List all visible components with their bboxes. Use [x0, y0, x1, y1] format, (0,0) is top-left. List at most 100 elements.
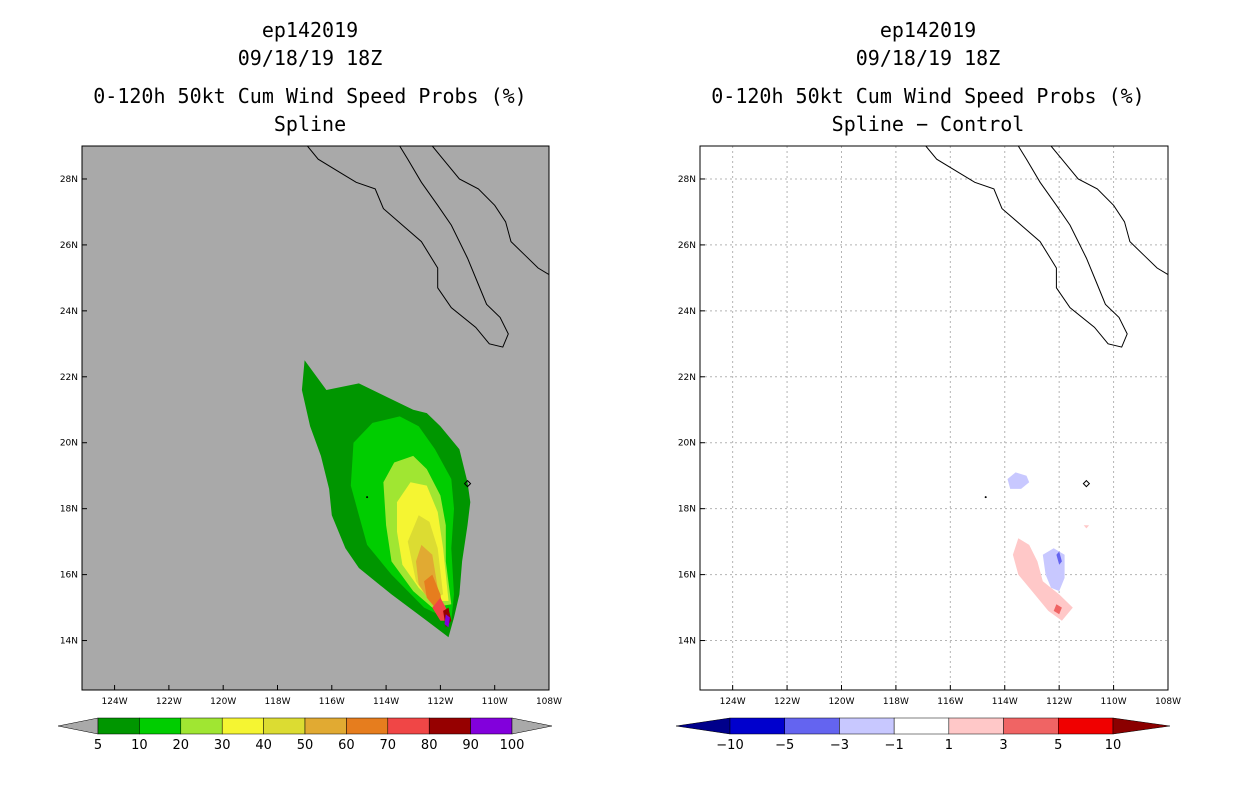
colorbar-label: 70 — [380, 738, 397, 753]
x-tick-label: 112W — [1046, 697, 1072, 707]
baja-coastline — [307, 146, 509, 348]
colorbar-label: 10 — [131, 738, 148, 753]
map-frame — [699, 145, 1169, 691]
colorbar-label: 20 — [173, 738, 190, 753]
clarion-island — [366, 496, 369, 499]
colorbar-label: −10 — [716, 738, 743, 753]
map-background — [700, 146, 1168, 690]
colorbar-label: 10 — [1105, 738, 1122, 753]
colorbar-swatch — [1003, 717, 1059, 735]
y-tick-label: 26N — [678, 241, 696, 251]
y-tick-label: 20N — [678, 439, 696, 449]
mainland-coastline — [1050, 146, 1168, 276]
y-tick-label: 26N — [60, 241, 78, 251]
left-colorbar: 5 10 20 30 40 50 60 70 80 90 100 — [57, 717, 553, 753]
colorbar-swatch — [263, 717, 306, 735]
colorbar-swatch — [97, 717, 140, 735]
y-tick-label: 24N — [60, 307, 78, 317]
x-tick-label: 114W — [373, 697, 399, 707]
colorbar-swatch — [304, 717, 347, 735]
contour-level-90 — [444, 614, 450, 628]
y-tick-label: 16N — [60, 571, 78, 581]
colorbar-swatch — [470, 717, 513, 735]
colorbar-label: 60 — [338, 738, 355, 753]
x-tick-label: 118W — [883, 697, 909, 707]
right-map-panel: 124W 122W 120W 118W 116W 114W 112W 110W 108W 14N 1… — [675, 145, 1181, 753]
map-content — [700, 146, 1168, 690]
colorbar-over-triangle — [511, 717, 553, 735]
colorbar-label: 90 — [462, 738, 479, 753]
y-tick-label: 28N — [678, 175, 696, 185]
x-tick-label: 120W — [828, 697, 854, 707]
left-storm-id: ep142019 — [261, 18, 359, 42]
colorbar-label: 30 — [214, 738, 231, 753]
y-tick-label: 22N — [60, 373, 78, 383]
map-content — [301, 146, 549, 638]
y-tick-label: 18N — [678, 505, 696, 515]
contour-level-1 — [1083, 525, 1090, 529]
colorbar-swatch — [893, 717, 950, 735]
colorbar-label: 1 — [945, 738, 953, 753]
colorbar-swatch — [387, 717, 430, 735]
socorro-island — [1082, 479, 1091, 488]
colorbar-swatch — [428, 717, 471, 735]
x-tick-label: 118W — [264, 697, 290, 707]
right-chart-title: 0-120h 50kt Cum Wind Speed Probs (%) — [711, 84, 1145, 108]
colorbar-label: −1 — [885, 738, 904, 753]
colorbar-under-triangle — [675, 717, 731, 735]
y-tick-label: 16N — [678, 571, 696, 581]
x-tick-label: 122W — [156, 697, 182, 707]
x-tick-label: 116W — [937, 697, 963, 707]
contour-level-3 — [1053, 604, 1062, 615]
right-panel-title: ep142019 09/18/19 18Z 0-120h 50kt Cum Wi… — [648, 16, 1208, 138]
colorbar-swatch — [784, 717, 840, 735]
colorbar-swatch — [180, 717, 223, 735]
left-chart-subtitle: Spline — [273, 112, 347, 136]
x-tick-label: 110W — [1101, 697, 1127, 707]
x-tick-label: 124W — [102, 697, 128, 707]
colorbar-label: −3 — [830, 738, 849, 753]
contour-level-1 — [1012, 538, 1073, 621]
x-tick-label: 112W — [427, 697, 453, 707]
map-frame — [81, 145, 550, 691]
colorbar-label: 50 — [297, 738, 314, 753]
contour-level-neg3 — [1056, 551, 1062, 565]
colorbar-label: −5 — [775, 738, 794, 753]
x-tick-label: 124W — [720, 697, 746, 707]
x-tick-label: 122W — [774, 697, 800, 707]
socorro-island — [463, 479, 472, 488]
colorbar-label: 100 — [500, 738, 525, 753]
y-tick-label: 24N — [678, 307, 696, 317]
x-tick-label: 116W — [319, 697, 345, 707]
clarion-island — [984, 496, 987, 499]
colorbar-swatch — [221, 717, 264, 735]
colorbar-under-triangle — [57, 717, 99, 735]
x-tick-label: 108W — [536, 697, 562, 707]
colorbar-label: 5 — [94, 738, 102, 753]
y-tick-label: 20N — [60, 439, 78, 449]
x-tick-label: 120W — [210, 697, 236, 707]
right-storm-id: ep142019 — [879, 18, 977, 42]
colorbar-swatch — [1058, 717, 1114, 735]
colorbar-swatch — [346, 717, 389, 735]
colorbar-swatch — [729, 717, 785, 735]
contour-level-neg1 — [1007, 472, 1030, 489]
y-tick-label: 14N — [60, 637, 78, 647]
x-tick-label: 108W — [1155, 697, 1181, 707]
left-map-panel: 124W 122W 120W 118W 116W 114W 112W 110W 108W 14N 1… — [57, 145, 562, 753]
left-panel-title: ep142019 09/18/19 18Z 0-120h 50kt Cum Wi… — [30, 16, 590, 138]
colorbar-swatch — [948, 717, 1004, 735]
y-tick-label: 28N — [60, 175, 78, 185]
mainland-coastline — [431, 146, 549, 276]
colorbar-label: 40 — [255, 738, 272, 753]
baja-coastline — [925, 146, 1128, 348]
colorbar-swatch — [139, 717, 182, 735]
colorbar-label: 5 — [1054, 738, 1062, 753]
x-tick-label: 110W — [482, 697, 508, 707]
left-datetime: 09/18/19 18Z — [237, 46, 383, 70]
left-chart-title: 0-120h 50kt Cum Wind Speed Probs (%) — [93, 84, 527, 108]
colorbar-label: 80 — [421, 738, 438, 753]
colorbar-over-triangle — [1112, 717, 1171, 735]
y-tick-label: 14N — [678, 637, 696, 647]
